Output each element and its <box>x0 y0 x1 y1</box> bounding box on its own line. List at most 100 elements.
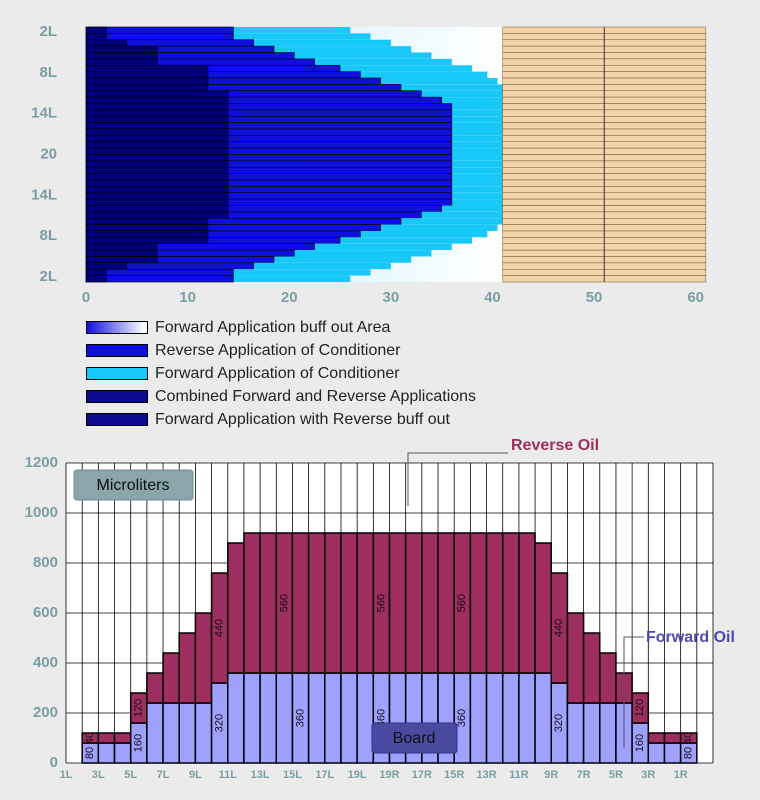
forward-reverse-buff-bar <box>85 122 229 130</box>
x-tick-label: 15L <box>283 769 302 781</box>
legend-swatch-reverse <box>86 344 148 357</box>
reverse-oil-bar <box>647 732 666 744</box>
reverse-oil-bar <box>421 532 439 674</box>
bar-value-label: 560 <box>456 594 468 612</box>
reverse-oil-bar <box>679 732 698 744</box>
forward-reverse-buff-bar <box>85 128 229 136</box>
x-tick-label: 60 <box>687 289 704 306</box>
forward-reverse-buff-bar <box>85 33 107 41</box>
y-tick-label: 2L <box>39 268 57 285</box>
forward-oil-bar <box>599 702 617 764</box>
forward-oil-bar <box>663 742 682 764</box>
legend-item: Forward Application buff out Area <box>86 316 646 339</box>
reverse-oil-bar <box>518 532 536 674</box>
forward-oil-bar <box>146 702 164 764</box>
reverse-oil-bar <box>485 532 504 674</box>
forward-reverse-buff-bar <box>85 115 229 123</box>
y-tick-label: 14L <box>31 105 57 122</box>
lane-application-chart: 0 10 20 30 40 50 60 2L 8L 14L 20 14L 8L 2L <box>31 23 707 306</box>
forward-oil-leader <box>623 636 644 748</box>
forward-reverse-buff-bar <box>85 45 158 53</box>
reverse-conditioner-bar <box>85 33 234 41</box>
reverse-oil-bar <box>388 532 407 674</box>
y-tick-label: 1200 <box>25 454 58 471</box>
forward-oil-bar <box>582 702 601 764</box>
bar-value-label: 40 <box>683 732 695 744</box>
forward-reverse-buff-bar <box>85 147 229 155</box>
forward-oil-bar <box>566 702 585 764</box>
reverse-oil-bar <box>663 732 682 744</box>
reverse-oil-bar <box>194 612 213 704</box>
forward-oil-bar <box>307 672 326 764</box>
bar-value-label: 320 <box>553 714 565 732</box>
x-tick-label: 30 <box>382 289 399 306</box>
reverse-oil-bar <box>356 532 375 674</box>
bar-value-label: 40 <box>84 732 96 744</box>
forward-reverse-buff-bar <box>85 160 229 168</box>
forward-reverse-buff-bar <box>85 275 107 283</box>
forward-oil-bar <box>534 672 553 764</box>
forward-reverse-buff-bar <box>85 179 229 187</box>
bar-value-label: 160 <box>634 734 646 752</box>
forward-reverse-buff-bar <box>85 166 229 174</box>
reverse-conditioner-bar <box>85 26 234 34</box>
forward-reverse-buff-bar <box>85 268 107 276</box>
forward-reverse-buff-bar <box>85 26 107 34</box>
forward-oil-bar <box>518 672 536 764</box>
x-tick-label: 0 <box>82 289 90 306</box>
forward-reverse-buff-bar <box>85 109 229 117</box>
forward-oil-bar <box>178 702 197 764</box>
forward-oil-bar <box>227 672 245 764</box>
forward-oil-bar <box>113 742 132 764</box>
forward-oil-bar <box>647 742 666 764</box>
legend-label: Forward Application with Reverse buff ou… <box>155 410 450 428</box>
bar-value-label: 80 <box>84 747 96 759</box>
reverse-oil-bar <box>437 532 455 674</box>
forward-oil-bar <box>275 672 294 764</box>
forward-oil-annotation: Forward Oil <box>646 629 735 646</box>
reverse-oil-annotation: Reverse Oil <box>511 437 599 454</box>
unit-badge <box>73 469 194 501</box>
x-tick-label: 1R <box>674 769 688 781</box>
legend: Forward Application buff out Area Revers… <box>86 316 646 431</box>
reverse-oil-bar <box>97 732 116 744</box>
y-tick-label: 0 <box>50 754 58 771</box>
x-tick-label: 13R <box>476 769 496 781</box>
x-tick-label: 17L <box>315 769 334 781</box>
reverse-oil-bar <box>113 732 132 744</box>
forward-reverse-buff-bar <box>85 205 229 213</box>
legend-swatch-combined <box>86 390 148 403</box>
reverse-oil-bar <box>404 532 423 674</box>
reverse-oil-bar <box>582 632 601 704</box>
forward-reverse-buff-bar <box>85 198 229 206</box>
legend-swatch-forward-reverse-buff <box>86 413 148 426</box>
bar-value-label: 440 <box>214 619 226 637</box>
legend-item: Forward Application with Reverse buff ou… <box>86 408 646 431</box>
reverse-oil-bar <box>227 542 245 674</box>
reverse-oil-bar <box>340 532 358 674</box>
reverse-oil-bar <box>599 652 617 704</box>
reverse-oil-bar <box>243 532 261 674</box>
reverse-oil-bar <box>162 652 180 704</box>
bar-value-label: 560 <box>375 594 387 612</box>
bar-value-label: 360 <box>456 709 468 727</box>
forward-reverse-buff-bar <box>85 96 229 104</box>
forward-oil-bar <box>194 702 213 764</box>
x-tick-label: 40 <box>484 289 501 306</box>
bar-value-label: 320 <box>214 714 226 732</box>
x-tick-label: 19R <box>379 769 399 781</box>
forward-reverse-buff-bar <box>85 154 229 162</box>
y-tick-label: 400 <box>33 654 58 671</box>
x-tick-label: 15R <box>444 769 464 781</box>
reverse-oil-bar <box>259 532 278 674</box>
bar-value-label: 440 <box>553 619 565 637</box>
forward-reverse-buff-bar <box>85 52 158 60</box>
legend-item: Reverse Application of Conditioner <box>86 339 646 362</box>
x-tick-label: 9R <box>544 769 558 781</box>
legend-label: Combined Forward and Reverse Application… <box>155 387 477 405</box>
forward-reverse-buff-bar <box>85 173 229 181</box>
forward-oil-bar <box>162 702 180 764</box>
reverse-oil-bar <box>324 532 342 674</box>
y-tick-label: 2L <box>39 23 57 40</box>
forward-reverse-buff-bar <box>85 243 158 251</box>
